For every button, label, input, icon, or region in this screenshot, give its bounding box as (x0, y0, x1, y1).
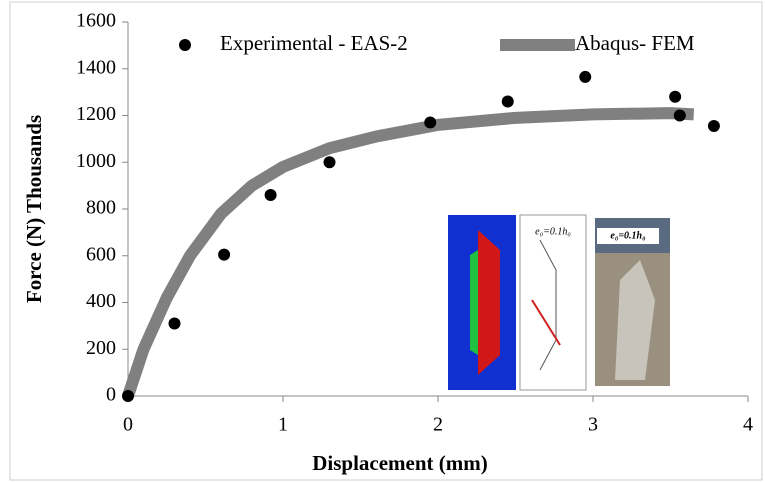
data-point (323, 156, 336, 169)
data-point (673, 109, 686, 122)
data-point (501, 95, 514, 108)
data-point (579, 70, 592, 83)
photo-debris (615, 260, 655, 380)
data-point (168, 317, 181, 330)
data-point (669, 90, 682, 103)
x-axis-title: Displacement (mm) (312, 451, 488, 475)
y-tick-label: 1200 (76, 103, 116, 125)
data-point (424, 116, 437, 129)
data-point (218, 248, 231, 261)
fem-curve (122, 107, 695, 398)
x-tick-label: 1 (278, 414, 288, 436)
data-point (264, 188, 277, 201)
data-point (122, 390, 134, 402)
data-point (707, 120, 720, 133)
inset-figure: e₀=0.1h₀ e₀=0.1h₀ (448, 214, 670, 391)
y-tick-label: 1000 (76, 150, 116, 172)
y-tick-label: 400 (86, 290, 116, 312)
y-tick-label: 1400 (76, 56, 116, 78)
frame (9, 1, 763, 481)
x-tick-label: 0 (123, 414, 133, 436)
photo-tag (597, 228, 659, 244)
y-tick-label: 0 (106, 384, 116, 406)
x-tick-label: 3 (588, 414, 598, 436)
y-tick-label: 800 (86, 197, 116, 219)
fem-damage (478, 230, 500, 375)
inset-label: e₀=0.1h₀ (610, 230, 646, 241)
fem-mid (470, 250, 478, 355)
diagram-profile (539, 239, 557, 371)
diagram (519, 214, 587, 391)
diagram-crack (531, 299, 561, 346)
y-tick-label: 1600 (76, 10, 116, 32)
y-tick-label: 200 (86, 337, 116, 359)
legend-label: Abaqus- FEM (575, 31, 695, 55)
legend-marker (179, 39, 191, 51)
x-tick-label: 4 (743, 414, 753, 436)
y-tick-label: 600 (86, 243, 116, 265)
inset-label: e₀=0.1h₀ (535, 226, 571, 237)
x-tick-label: 2 (433, 414, 443, 436)
legend-label: Experimental - EAS-2 (220, 31, 408, 55)
y-axis-title: Force (N) Thousands (22, 115, 46, 303)
